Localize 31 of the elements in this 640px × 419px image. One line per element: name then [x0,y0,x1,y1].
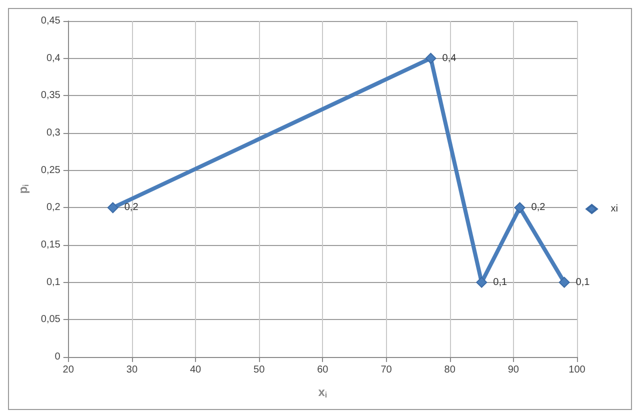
y-tick-label: 0,45 [40,16,61,26]
y-tick-label: 0,1 [46,276,61,288]
point [425,52,436,64]
data-label: 0,2 [124,202,139,214]
x-tick-label: 40 [190,364,202,376]
data-label: 0,1 [576,276,590,288]
point [558,276,570,288]
data-label: 0,1 [493,276,508,288]
x-tick-label: 30 [126,364,138,376]
x-tick-label: 50 [254,364,266,376]
data-label: 0,4 [442,52,457,64]
x-tick-label: 100 [568,364,586,376]
x-tick-label: 60 [317,364,329,376]
point [107,202,118,214]
y-tick-label: 0,2 [46,202,61,214]
y-tick-label: 0,25 [40,164,61,176]
y-tick-label: 0,4 [46,52,61,64]
y-axis-title: pi [16,184,30,194]
x-tick-label: 20 [62,364,74,376]
y-tick-label: 0,35 [40,90,61,102]
x-tick-label: 80 [444,364,456,376]
point [514,202,526,214]
y-tick-label: 0 [54,352,61,362]
x-tick-label: 90 [508,364,520,376]
point [476,276,488,288]
y-tick-label: 0,05 [40,314,61,326]
legend-label: xi [610,204,618,214]
x-tick-label: 70 [380,364,392,376]
y-tick-label: 0,15 [40,240,61,250]
data-label: 0,2 [531,202,546,214]
y-tick-label: 0,3 [46,128,61,138]
